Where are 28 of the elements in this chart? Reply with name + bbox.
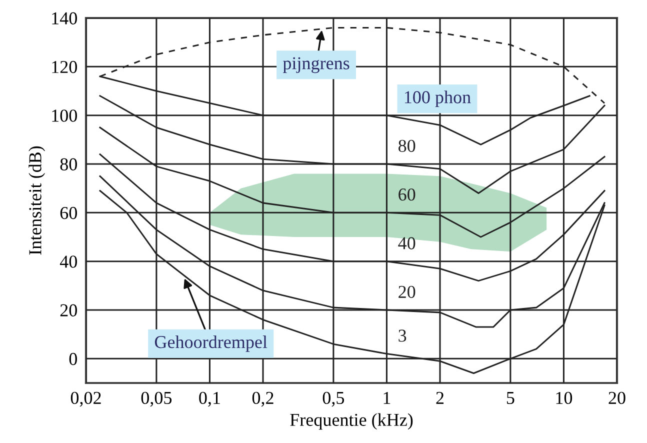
x-tick-label: 0,05: [141, 392, 172, 407]
x-tick-label: 0,1: [199, 392, 220, 407]
annotation: pijngrens: [282, 57, 350, 74]
y-tick-label: 120: [52, 60, 77, 74]
x-tick-label: 0,5: [322, 392, 344, 407]
x-tick-label: 20: [608, 392, 626, 404]
x-tick-label: 5: [506, 392, 514, 404]
annotation: Gehoordrempel: [154, 335, 268, 352]
y-tick-label: 80: [60, 158, 77, 170]
series-label: 40: [398, 237, 416, 250]
x-tick-label: 10: [556, 392, 572, 404]
x-tick-label: 0,2: [252, 392, 274, 407]
series-label: 60: [398, 188, 416, 201]
series-label: 20: [398, 286, 416, 298]
x-tick-label: 0,02: [70, 392, 101, 407]
y-tick-label: 60: [60, 206, 77, 220]
y-tick-label: 0: [69, 352, 77, 366]
series-label: 100 phon: [404, 90, 471, 107]
y-tick-label: 20: [60, 304, 77, 316]
y-tick-label: 40: [60, 256, 77, 268]
series-label: 80: [398, 140, 416, 152]
series-label: 3: [398, 330, 406, 342]
y-tick-label: 140: [52, 12, 77, 24]
x-tick-label: 2: [436, 392, 444, 404]
x-tick-label: 1: [384, 392, 390, 404]
y-tick-label: 100: [52, 110, 77, 122]
x-axis-title: Frequentie (kHz): [290, 413, 413, 430]
y-axis-title: Intensiteit (dB): [28, 146, 46, 255]
